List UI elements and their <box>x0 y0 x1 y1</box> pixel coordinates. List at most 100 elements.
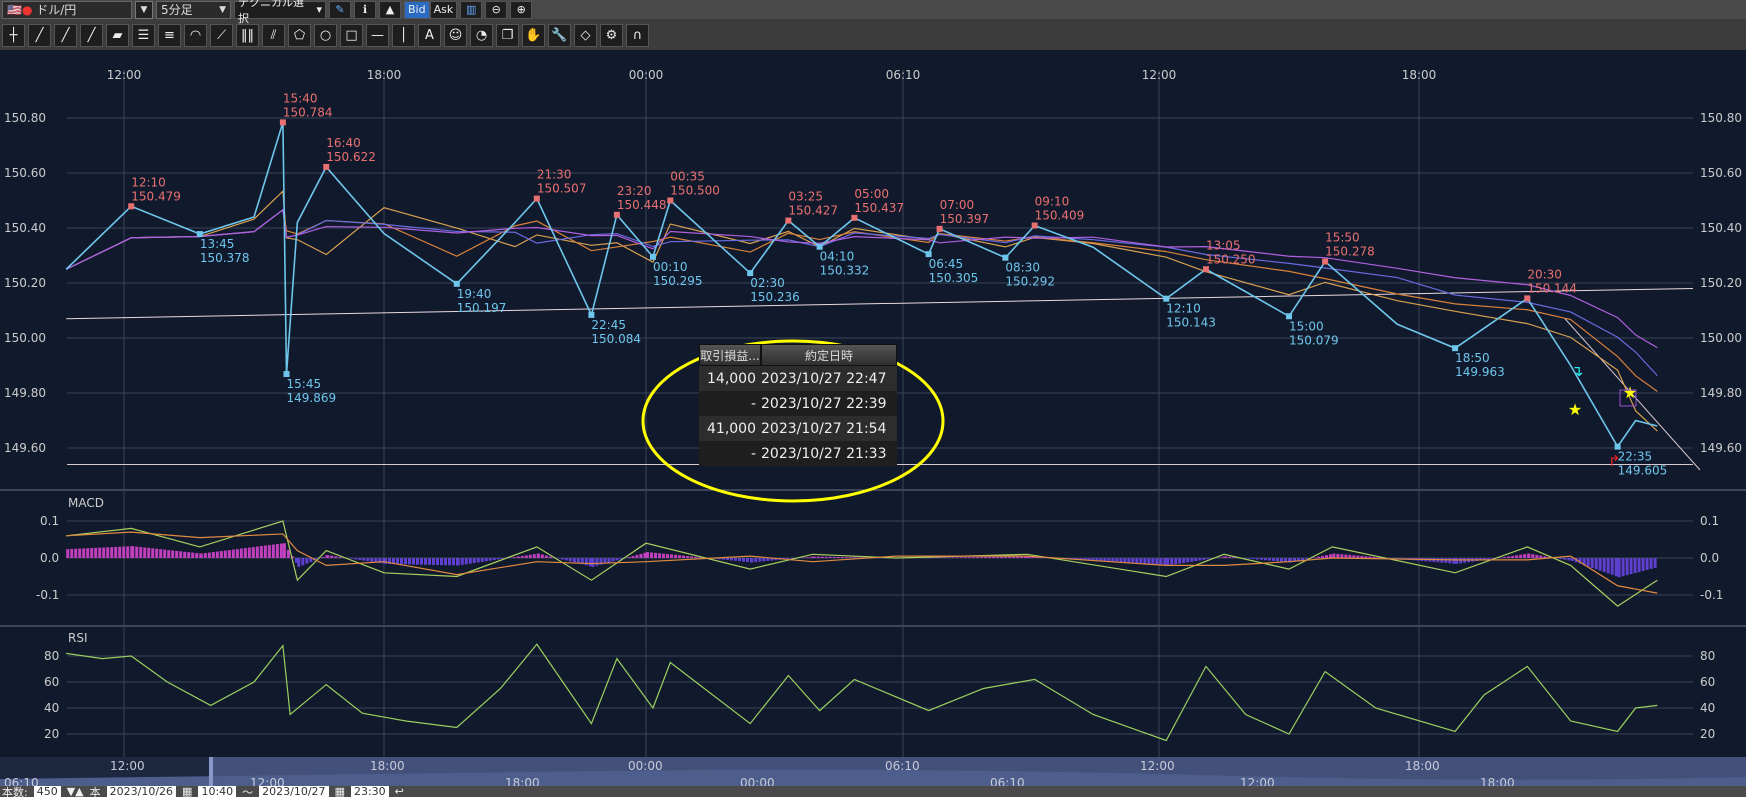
count-down-button[interactable]: ▼▲ <box>66 786 84 797</box>
ruler-icon[interactable]: ▰ <box>106 24 129 47</box>
macd-histogram-bar <box>1329 554 1332 558</box>
vlines-icon[interactable]: ‖‖ <box>236 24 259 47</box>
hand-icon[interactable]: ✋ <box>522 24 545 47</box>
header-pl[interactable]: 取引損益... <box>699 344 761 366</box>
high-price-label: 150.479 <box>131 189 181 203</box>
macd-histogram-bar <box>1297 558 1300 561</box>
low-price-label: 149.605 <box>1618 464 1668 478</box>
settings-icon[interactable]: ⚙ <box>600 24 623 47</box>
table-row[interactable]: -2023/10/27 21:33 <box>699 441 897 466</box>
mountain-chart-icon[interactable]: ▲ <box>379 0 401 19</box>
eraser-icon[interactable]: ◇ <box>574 24 597 47</box>
count-input[interactable]: 450 <box>33 786 61 797</box>
crosshair-icon[interactable]: ┼ <box>2 24 25 47</box>
to-date-input[interactable]: 2023/10/27 <box>259 786 329 797</box>
macd-histogram-bar <box>1252 558 1255 560</box>
macd-histogram-bar <box>1376 557 1380 558</box>
hline-icon[interactable]: — <box>366 24 389 47</box>
macd-histogram-bar <box>1535 554 1539 558</box>
line2-icon[interactable]: ╱ <box>54 24 77 47</box>
rectangle-icon[interactable]: □ <box>340 24 363 47</box>
macd-histogram-bar <box>1131 558 1135 564</box>
x-tick-label: 12:00 <box>1142 68 1177 82</box>
macd-histogram-bar <box>658 553 661 558</box>
navigator-handle <box>209 757 213 787</box>
macd-histogram-bar <box>1606 558 1610 574</box>
navigator[interactable]: 06:10 12:00 12:00 18:00 18:00 00:00 00:00 06:10… <box>0 757 1746 790</box>
clock-icon[interactable]: ◔ <box>470 24 493 47</box>
low-time-label: 22:45 <box>591 318 626 332</box>
zoom-out-icon[interactable]: ⊖ <box>485 0 508 19</box>
calendar-icon[interactable]: ▦ <box>182 786 193 797</box>
macd-histogram-bar <box>476 558 480 563</box>
line3-icon[interactable]: ╱ <box>80 24 103 47</box>
table-row[interactable]: 14,000 2023/10/27 22:47 <box>699 366 897 391</box>
zoom-in-icon[interactable]: ⊕ <box>510 0 533 19</box>
copy-icon[interactable]: ❐ <box>496 24 519 47</box>
pentagon-icon[interactable]: ⬠ <box>288 24 311 47</box>
macd-histogram-bar <box>98 547 102 558</box>
y-tick-label-left: 150.80 <box>4 111 46 125</box>
macd-histogram-bar <box>94 547 98 558</box>
bid-button[interactable]: Bid <box>404 0 430 19</box>
macd-histogram-bar <box>159 549 163 558</box>
macd-histogram-bar <box>243 548 247 558</box>
table-row[interactable]: 41,000 2023/10/27 21:54 <box>699 416 897 441</box>
vline-icon[interactable]: │ <box>392 24 415 47</box>
macd-histogram-bar <box>1123 558 1127 563</box>
refresh-icon[interactable]: ↩ <box>394 786 404 797</box>
high-marker <box>128 203 135 210</box>
macd-tick-label: -0.1 <box>36 588 59 602</box>
macd-histogram-bar <box>444 558 447 566</box>
info-icon[interactable]: ℹ <box>354 0 376 19</box>
macd-histogram-bar <box>231 549 235 558</box>
macd-histogram-bar <box>576 558 580 564</box>
chart-type-icon[interactable]: ▥ <box>460 0 483 19</box>
macd-histogram-bar <box>408 558 411 565</box>
chart-area[interactable]: 12:00 18:00 00:00 06:10 12:00 18:00 150.80 150.… <box>0 50 1746 757</box>
multi-hlines-icon[interactable]: ≡ <box>158 24 181 47</box>
symbol-select[interactable]: 🇺🇸● ドル/円 <box>2 0 132 19</box>
fan-icon[interactable]: ⟋ <box>210 24 233 47</box>
header-time[interactable]: 約定日時 <box>761 344 897 366</box>
macd-tick-label: 0.0 <box>1700 551 1719 565</box>
arc-icon[interactable]: ◠ <box>184 24 207 47</box>
table-row[interactable]: -2023/10/27 22:39 <box>699 391 897 416</box>
text-icon[interactable]: A <box>418 24 441 47</box>
low-time-label: 12:10 <box>1166 302 1201 316</box>
fork-icon[interactable]: ⫽ <box>262 24 285 47</box>
magnet-icon[interactable]: ∩ <box>626 24 649 47</box>
from-time-input[interactable]: 10:40 <box>198 786 237 797</box>
low-time-label: 00:10 <box>653 260 688 274</box>
technical-select-button[interactable]: テクニカル選択 ▾ <box>234 0 326 25</box>
macd-histogram-bar <box>187 552 191 558</box>
macd-histogram-bar <box>1448 558 1452 564</box>
macd-histogram-bar <box>1503 557 1507 558</box>
calendar-icon[interactable]: ▦ <box>334 786 345 797</box>
circle-icon[interactable]: ○ <box>314 24 337 47</box>
macd-histogram-bar <box>976 557 980 558</box>
symbol-dropdown-button[interactable]: ▼ <box>135 0 153 19</box>
high-price-label: 150.448 <box>617 198 667 212</box>
macd-histogram-bar <box>66 549 70 558</box>
macd-histogram-bar <box>1260 558 1263 560</box>
wrench-icon[interactable]: 🔧 <box>548 24 571 47</box>
time-cell: 2023/10/27 21:54 <box>761 420 887 437</box>
macd-histogram-bar <box>1139 558 1143 564</box>
macd-histogram-bar <box>382 558 386 564</box>
macd-histogram-bar <box>1228 556 1231 558</box>
highlight-ellipse <box>641 339 945 503</box>
macd-histogram-bar <box>960 557 964 558</box>
from-date-input[interactable]: 2023/10/26 <box>106 786 177 797</box>
macd-histogram-bar <box>1360 555 1364 558</box>
ask-button[interactable]: Ask <box>429 0 458 19</box>
to-time-input[interactable]: 23:30 <box>350 786 389 797</box>
macd-histogram-bar <box>1578 558 1582 564</box>
pen-icon[interactable]: ✎ <box>329 0 351 19</box>
timeframe-select[interactable]: 5分足 ▼ <box>156 0 231 19</box>
hlines-icon[interactable]: ☰ <box>132 24 155 47</box>
macd-histogram-bar <box>536 553 540 558</box>
line1-icon[interactable]: ╱ <box>28 24 51 47</box>
emoji-icon[interactable]: ☺ <box>444 24 467 47</box>
y-tick-label-right: 150.80 <box>1700 111 1742 125</box>
